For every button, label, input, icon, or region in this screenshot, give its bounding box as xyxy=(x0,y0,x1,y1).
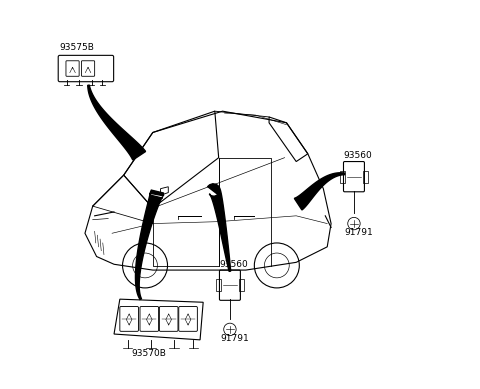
Polygon shape xyxy=(294,173,345,210)
Polygon shape xyxy=(208,184,231,272)
Polygon shape xyxy=(88,85,145,160)
Text: 91791: 91791 xyxy=(220,334,249,343)
Text: 93575B: 93575B xyxy=(60,43,95,52)
Text: 93560: 93560 xyxy=(219,259,248,268)
Text: 91791: 91791 xyxy=(344,228,373,237)
Polygon shape xyxy=(135,190,164,300)
Text: 93560: 93560 xyxy=(344,151,372,160)
Text: 93570B: 93570B xyxy=(132,349,167,358)
